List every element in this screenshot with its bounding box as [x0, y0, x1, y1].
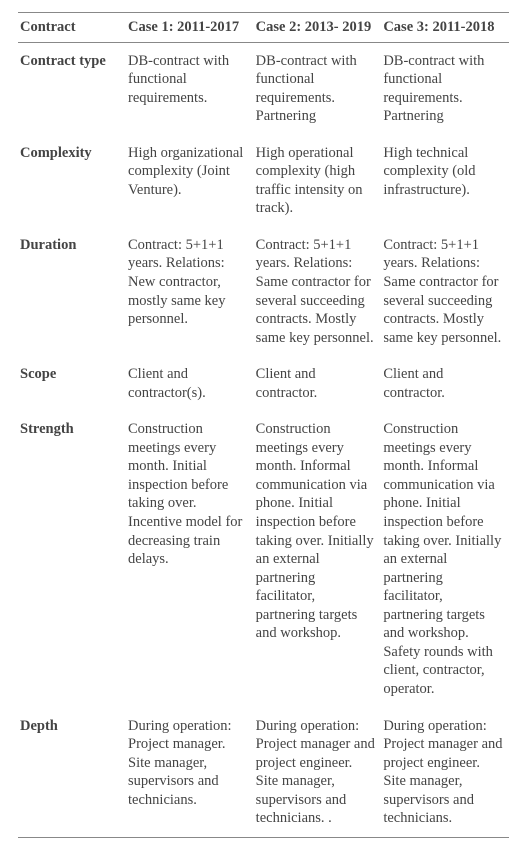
cell-case1: During operation: Project manager. Site … — [126, 708, 254, 838]
cell-case3: Client and contractor. — [381, 356, 509, 411]
row-label: Duration — [18, 227, 126, 356]
cell-case1: Construction meetings every month. Initi… — [126, 411, 254, 707]
cell-case2: Construction meetings every month. Infor… — [254, 411, 382, 707]
cell-case3: During operation: Project manager and pr… — [381, 708, 509, 838]
cell-case1: High organizational complexity (Joint Ve… — [126, 135, 254, 227]
row-scope: Scope Client and contractor(s). Client a… — [18, 356, 509, 411]
row-depth: Depth During operation: Project manager.… — [18, 708, 509, 838]
cell-case1: Client and contractor(s). — [126, 356, 254, 411]
col-header-case3: Case 3: 2011-2018 — [381, 13, 509, 43]
cell-case3: High technical complexity (old infrastru… — [381, 135, 509, 227]
cell-case3: DB-contract with functional requirements… — [381, 42, 509, 135]
col-header-case1: Case 1: 2011-2017 — [126, 13, 254, 43]
row-label: Depth — [18, 708, 126, 838]
cell-case1: Contract: 5+1+1 years. Relations: New co… — [126, 227, 254, 356]
cell-case1: DB-contract with functional requirements… — [126, 42, 254, 135]
col-header-case2: Case 2: 2013- 2019 — [254, 13, 382, 43]
row-label: Complexity — [18, 135, 126, 227]
cell-case3: Contract: 5+1+1 years. Relations: Same c… — [381, 227, 509, 356]
row-label: Scope — [18, 356, 126, 411]
cell-case3: Construction meetings every month. Infor… — [381, 411, 509, 707]
table-header-row: Contract Case 1: 2011-2017 Case 2: 2013-… — [18, 13, 509, 43]
cell-case2: DB-contract with functional requirements… — [254, 42, 382, 135]
row-complexity: Complexity High organizational complexit… — [18, 135, 509, 227]
row-label: Contract type — [18, 42, 126, 135]
row-strength: Strength Construction meetings every mon… — [18, 411, 509, 707]
row-contract-type: Contract type DB-contract with functiona… — [18, 42, 509, 135]
comparison-table: Contract Case 1: 2011-2017 Case 2: 2013-… — [18, 12, 509, 838]
cell-case2: During operation: Project manager and pr… — [254, 708, 382, 838]
col-header-contract: Contract — [18, 13, 126, 43]
row-label: Strength — [18, 411, 126, 707]
cell-case2: Client and contractor. — [254, 356, 382, 411]
cell-case2: High operational complexity (high traffi… — [254, 135, 382, 227]
cell-case2: Contract: 5+1+1 years. Relations: Same c… — [254, 227, 382, 356]
row-duration: Duration Contract: 5+1+1 years. Relation… — [18, 227, 509, 356]
